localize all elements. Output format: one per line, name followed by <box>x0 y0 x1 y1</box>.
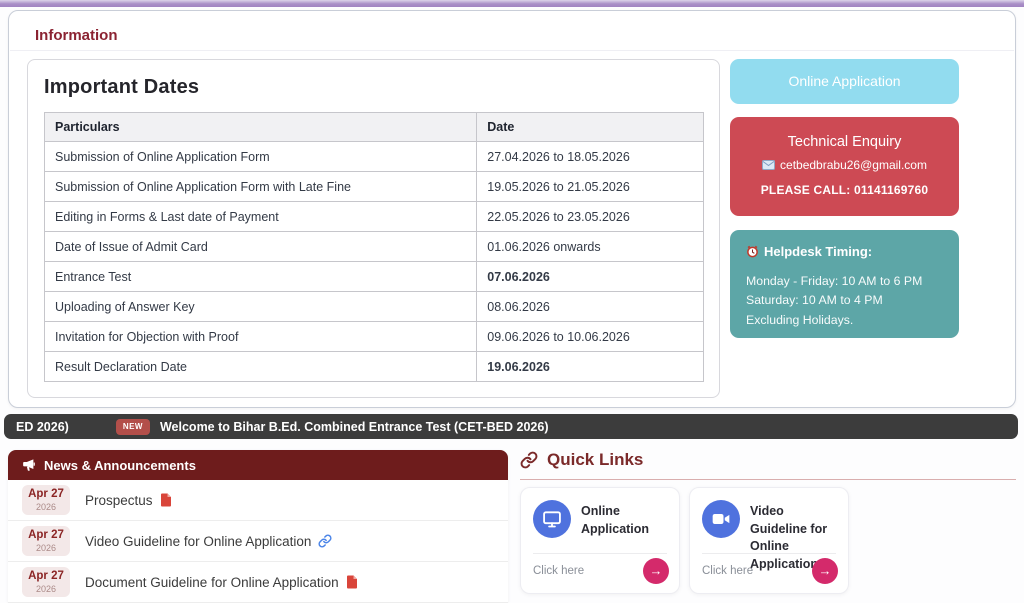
cell-particulars: Invitation for Objection with Proof <box>43 321 478 352</box>
quick-link-label: Video Guideline for Online Application <box>750 504 828 571</box>
list-item[interactable]: Apr 27 2026 Prospectus <box>8 480 508 521</box>
technical-enquiry-title: Technical Enquiry <box>787 134 902 150</box>
chain-link-icon <box>520 451 538 469</box>
video-camera-icon <box>702 500 740 538</box>
helpdesk-hours: Monday - Friday: 10 AM to 6 PM Saturday:… <box>746 272 943 330</box>
important-dates-card: Important Dates Particulars Date Submiss… <box>27 59 720 398</box>
helpdesk-title: Helpdesk Timing: <box>764 244 873 259</box>
ticker-partial-text: ED 2026) <box>16 419 69 434</box>
news-item-link[interactable]: Document Guideline for Online Applicatio… <box>85 575 358 590</box>
table-row: Result Declaration Date 19.06.2026 <box>43 351 704 382</box>
news-item-link[interactable]: Prospectus <box>85 493 172 508</box>
cell-date: 19.06.2026 <box>476 351 704 382</box>
table-row: Submission of Online Application Form wi… <box>43 171 704 202</box>
news-announcements-title: News & Announcements <box>44 457 196 473</box>
email-icon <box>762 160 776 170</box>
cell-date: 07.06.2026 <box>476 261 704 292</box>
cell-date: 01.06.2026 onwards <box>476 231 704 262</box>
cell-particulars: Date of Issue of Admit Card <box>43 231 478 262</box>
cell-particulars: Result Declaration Date <box>43 351 478 382</box>
news-ticker-bar: ED 2026) NEW Welcome to Bihar B.Ed. Comb… <box>4 414 1018 439</box>
card-divider <box>702 553 836 554</box>
card-divider <box>533 553 667 554</box>
ticker-message: Welcome to Bihar B.Ed. Combined Entrance… <box>159 419 549 434</box>
pdf-icon <box>346 575 358 589</box>
pdf-icon <box>160 493 172 507</box>
quick-link-label: Online Application <box>581 504 650 536</box>
helpdesk-line: Excluding Holidays. <box>746 312 854 327</box>
arrow-right-button[interactable]: → <box>812 558 838 584</box>
news-date-badge: Apr 27 2026 <box>22 525 70 557</box>
monitor-icon <box>533 500 571 538</box>
table-header-row: Particulars Date <box>43 112 704 142</box>
quick-links-header: Quick Links <box>520 450 1016 470</box>
table-row: Editing in Forms & Last date of Payment … <box>43 201 704 232</box>
helpdesk-line: Saturday: 10 AM to 4 PM <box>746 293 883 308</box>
table-row: Entrance Test 07.06.2026 <box>43 261 704 292</box>
megaphone-icon <box>22 458 36 472</box>
helpdesk-line: Monday - Friday: 10 AM to 6 PM <box>746 274 923 288</box>
technical-enquiry-box: Technical Enquiry cetbedbrabu26@gmail.co… <box>730 117 959 216</box>
news-item-link[interactable]: Video Guideline for Online Application <box>85 534 332 549</box>
cell-particulars: Entrance Test <box>43 261 478 292</box>
information-divider <box>10 50 1014 51</box>
information-section-title: Information <box>35 27 118 44</box>
cell-date: 27.04.2026 to 18.05.2026 <box>476 141 704 172</box>
list-item[interactable]: Apr 27 2026 Video Guideline for Online A… <box>8 521 508 562</box>
online-application-button[interactable]: Online Application <box>730 59 959 104</box>
news-announcements-header: News & Announcements <box>8 450 508 480</box>
link-icon <box>318 534 332 548</box>
technical-enquiry-phone: PLEASE CALL: 01141169760 <box>760 183 929 197</box>
quick-link-card-online-application[interactable]: Online Application Click here → <box>520 487 680 594</box>
quick-links-section: Quick Links Online Application Click her… <box>520 450 1016 594</box>
new-badge: NEW <box>115 418 150 435</box>
helpdesk-timing-box: Helpdesk Timing: Monday - Friday: 10 AM … <box>730 230 959 338</box>
important-dates-table: Particulars Date Submission of Online Ap… <box>43 112 704 382</box>
table-row: Submission of Online Application Form 27… <box>43 141 704 172</box>
cell-particulars: Uploading of Answer Key <box>43 291 478 322</box>
cell-date: 08.06.2026 <box>476 291 704 322</box>
cell-date: 09.06.2026 to 10.06.2026 <box>476 321 704 352</box>
alarm-clock-icon <box>746 245 759 258</box>
cell-date: 19.05.2026 to 21.05.2026 <box>476 171 704 202</box>
technical-enquiry-email[interactable]: cetbedbrabu26@gmail.com <box>730 158 959 172</box>
quick-links-title: Quick Links <box>547 450 644 469</box>
cell-date: 22.05.2026 to 23.05.2026 <box>476 201 704 232</box>
column-header-date: Date <box>476 112 704 142</box>
click-here-link[interactable]: Click here <box>702 565 754 577</box>
information-card: Information Important Dates Particulars … <box>8 10 1016 408</box>
cell-particulars: Submission of Online Application Form wi… <box>43 171 478 202</box>
cell-particulars: Submission of Online Application Form <box>43 141 478 172</box>
table-row: Uploading of Answer Key 08.06.2026 <box>43 291 704 322</box>
page-top-accent-strip <box>0 0 1024 7</box>
table-row: Date of Issue of Admit Card 01.06.2026 o… <box>43 231 704 262</box>
news-date-badge: Apr 27 2026 <box>22 484 70 516</box>
list-item[interactable]: Apr 27 2026 Document Guideline for Onlin… <box>8 562 508 603</box>
arrow-right-button[interactable]: → <box>643 558 669 584</box>
quick-link-card-video-guideline[interactable]: Video Guideline for Online Application C… <box>689 487 849 594</box>
quick-links-underline <box>520 479 1016 480</box>
news-announcements-panel: News & Announcements Apr 27 2026 Prospec… <box>8 450 508 603</box>
news-date-badge: Apr 27 2026 <box>22 566 70 598</box>
column-header-particulars: Particulars <box>43 112 478 142</box>
important-dates-title: Important Dates <box>44 76 200 98</box>
table-row: Invitation for Objection with Proof 09.0… <box>43 321 704 352</box>
click-here-link[interactable]: Click here <box>533 565 585 577</box>
cell-particulars: Editing in Forms & Last date of Payment <box>43 201 478 232</box>
